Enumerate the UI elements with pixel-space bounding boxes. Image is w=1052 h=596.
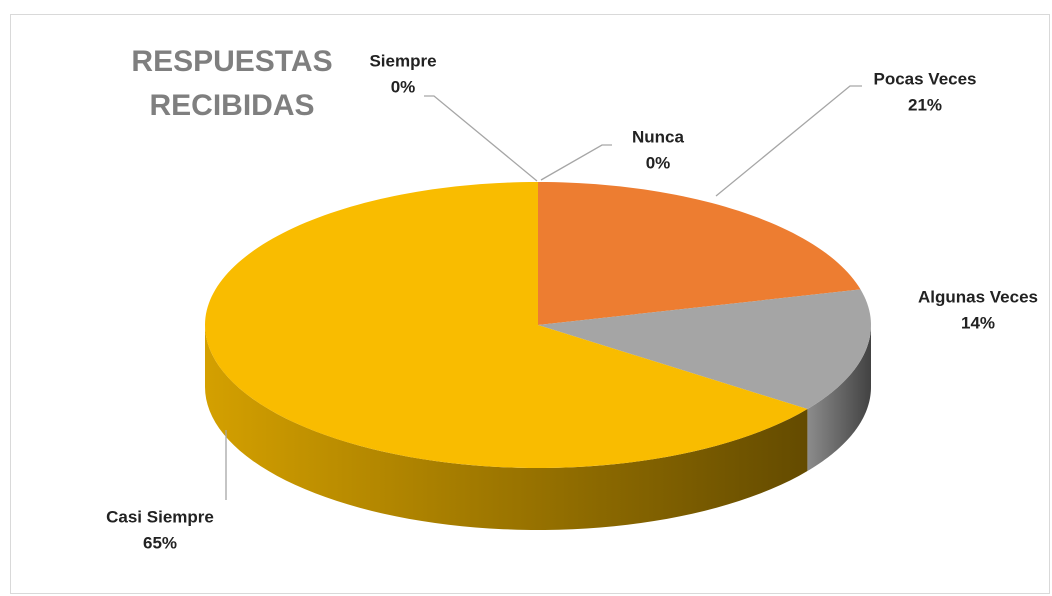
data-label-value: 14% bbox=[961, 313, 995, 332]
data-label-name: Casi Siempre bbox=[106, 507, 214, 526]
slice bbox=[205, 182, 808, 468]
slice bbox=[538, 289, 871, 410]
data-label-name: Algunas Veces bbox=[918, 287, 1038, 306]
leader-lines bbox=[225, 85, 862, 500]
slice bbox=[538, 182, 861, 325]
data-label-value: 65% bbox=[143, 533, 177, 552]
slice-side bbox=[807, 325, 871, 472]
leader-line bbox=[540, 144, 612, 181]
data-label-value: 0% bbox=[391, 77, 416, 96]
slice-side bbox=[205, 325, 808, 530]
data-label-name: Nunca bbox=[632, 127, 685, 146]
leader-line bbox=[424, 95, 538, 182]
leader-line bbox=[715, 85, 862, 197]
data-label-name: Pocas Veces bbox=[873, 69, 976, 88]
chart-title: RESPUESTAS RECIBIDAS bbox=[131, 45, 333, 122]
data-label-name: Siempre bbox=[369, 51, 436, 70]
chart-frame bbox=[10, 14, 1050, 594]
data-label-value: 0% bbox=[646, 153, 671, 172]
data-label-value: 21% bbox=[908, 95, 942, 114]
